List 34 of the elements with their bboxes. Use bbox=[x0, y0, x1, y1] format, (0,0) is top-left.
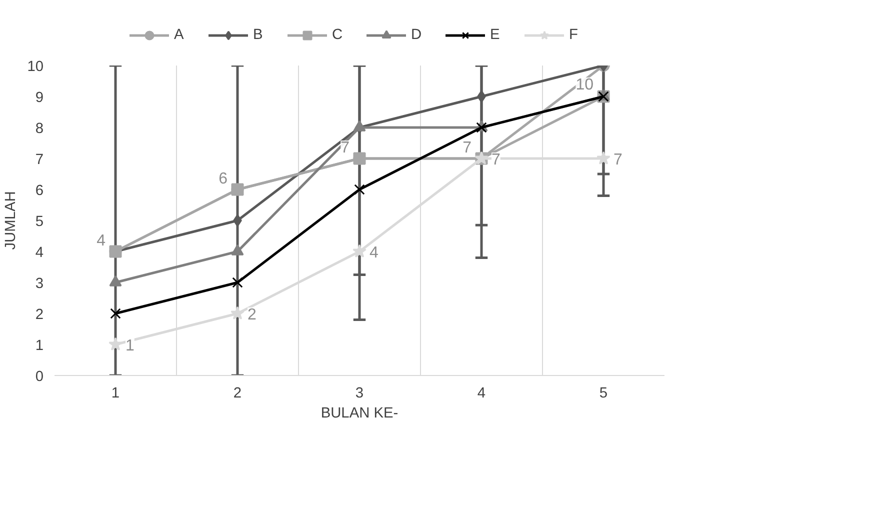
data-label: 4 bbox=[96, 232, 106, 250]
legend-label: A bbox=[174, 27, 185, 43]
data-label: 6 bbox=[218, 170, 228, 188]
legend-label: C bbox=[332, 27, 344, 43]
y-tick-label: 5 bbox=[35, 214, 44, 230]
legend-label: E bbox=[490, 27, 501, 43]
x-axis-title: BULAN KE- bbox=[320, 406, 398, 422]
x-tick-label: 1 bbox=[111, 386, 120, 402]
y-tick-label: 4 bbox=[35, 245, 44, 261]
data-label: 7 bbox=[614, 152, 622, 168]
y-tick-label: 6 bbox=[35, 183, 44, 199]
x-tick-label: 4 bbox=[477, 386, 486, 402]
data-label: 2 bbox=[248, 306, 256, 324]
y-tick-label: 0 bbox=[35, 369, 44, 385]
x-tick-label: 3 bbox=[355, 386, 364, 402]
y-tick-label: 2 bbox=[35, 307, 44, 323]
data-label: 7 bbox=[462, 140, 472, 156]
data-label: 7 bbox=[492, 152, 500, 168]
x-tick-label: 5 bbox=[599, 386, 608, 402]
legend-label: D bbox=[411, 27, 423, 43]
y-tick-label: 8 bbox=[35, 121, 44, 137]
x-tick-label: 2 bbox=[233, 386, 242, 402]
y-tick-label: 10 bbox=[27, 59, 44, 75]
data-label: 10 bbox=[576, 76, 594, 94]
data-label: 1 bbox=[126, 338, 134, 354]
y-axis-title: JUMLAH bbox=[3, 191, 20, 250]
y-tick-label: 9 bbox=[35, 90, 44, 106]
legend-label: F bbox=[569, 27, 579, 43]
y-tick-label: 3 bbox=[35, 276, 44, 292]
data-label: 4 bbox=[370, 244, 378, 262]
y-tick-label: 1 bbox=[35, 338, 44, 354]
data-label: 7 bbox=[340, 140, 350, 156]
legend-label: B bbox=[253, 27, 264, 43]
y-tick-label: 7 bbox=[35, 152, 44, 168]
